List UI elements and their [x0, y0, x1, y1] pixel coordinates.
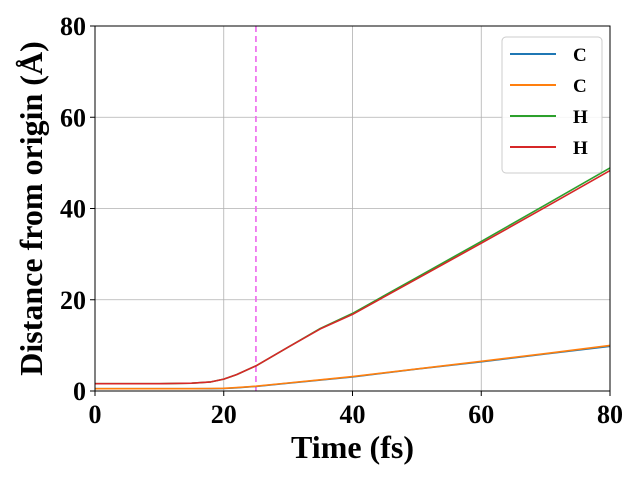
series-layer	[95, 167, 611, 390]
x-axis-label: Time (fs)	[291, 429, 414, 465]
y-tick-label: 80	[60, 12, 86, 41]
legend-label: C	[573, 45, 587, 66]
legend-box	[501, 36, 603, 174]
legend-label: H	[573, 138, 588, 159]
x-tick-label: 20	[211, 400, 237, 429]
y-tick-label: 60	[60, 103, 86, 132]
y-axis-label: Distance from origin (Å)	[13, 41, 49, 375]
series-line-2	[95, 344, 611, 390]
y-tick-label: 0	[73, 377, 86, 406]
x-tick-label: 0	[89, 400, 102, 429]
x-tick-label: 80	[597, 400, 623, 429]
y-tick-label: 20	[60, 286, 86, 315]
y-tick-label: 40	[60, 195, 86, 224]
y-axis-ticks: 0 20 40 60 80	[60, 12, 95, 406]
legend-label: C	[573, 76, 587, 97]
x-tick-label: 40	[340, 400, 366, 429]
legend-label: H	[573, 107, 588, 128]
x-axis-ticks: 0 20 40 60 80	[89, 391, 623, 429]
x-tick-label: 60	[468, 400, 494, 429]
series-line-4	[95, 169, 611, 385]
